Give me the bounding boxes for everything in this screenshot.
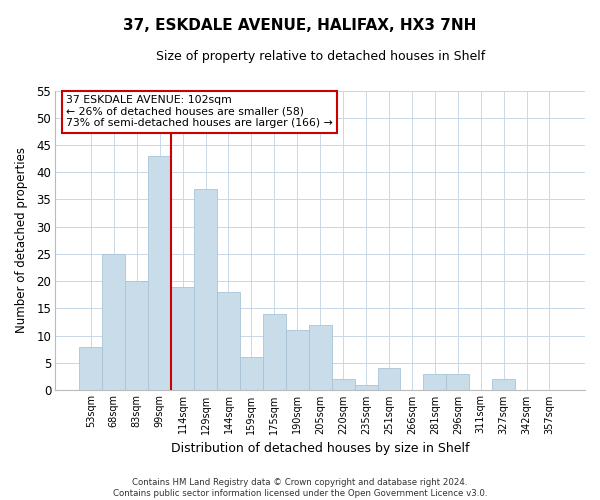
Bar xyxy=(103,254,125,390)
Bar xyxy=(355,384,377,390)
Bar xyxy=(286,330,309,390)
Bar xyxy=(79,346,103,390)
Bar xyxy=(148,156,171,390)
Bar xyxy=(377,368,400,390)
Bar xyxy=(194,188,217,390)
X-axis label: Distribution of detached houses by size in Shelf: Distribution of detached houses by size … xyxy=(171,442,469,455)
Y-axis label: Number of detached properties: Number of detached properties xyxy=(15,148,28,334)
Bar xyxy=(492,379,515,390)
Bar xyxy=(171,286,194,390)
Bar xyxy=(309,325,332,390)
Bar xyxy=(424,374,446,390)
Bar xyxy=(125,281,148,390)
Bar xyxy=(263,314,286,390)
Text: Contains HM Land Registry data © Crown copyright and database right 2024.
Contai: Contains HM Land Registry data © Crown c… xyxy=(113,478,487,498)
Bar xyxy=(240,358,263,390)
Text: 37 ESKDALE AVENUE: 102sqm
← 26% of detached houses are smaller (58)
73% of semi-: 37 ESKDALE AVENUE: 102sqm ← 26% of detac… xyxy=(66,95,333,128)
Title: Size of property relative to detached houses in Shelf: Size of property relative to detached ho… xyxy=(155,50,485,63)
Bar xyxy=(217,292,240,390)
Bar xyxy=(446,374,469,390)
Bar xyxy=(332,379,355,390)
Text: 37, ESKDALE AVENUE, HALIFAX, HX3 7NH: 37, ESKDALE AVENUE, HALIFAX, HX3 7NH xyxy=(124,18,476,32)
